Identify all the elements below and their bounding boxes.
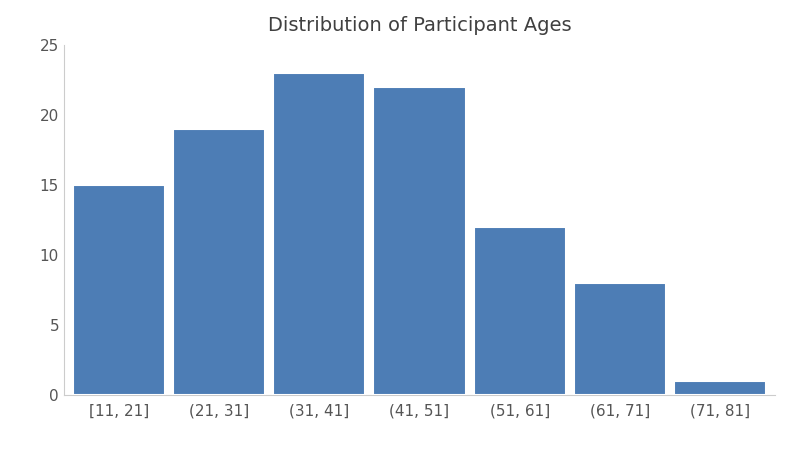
Title: Distribution of Participant Ages: Distribution of Participant Ages [268,16,571,35]
Bar [474,227,566,395]
Bar [674,381,766,395]
Bar [73,185,165,395]
Bar [574,283,666,395]
Bar [273,73,365,395]
Bar [173,129,265,395]
Bar [373,87,466,395]
